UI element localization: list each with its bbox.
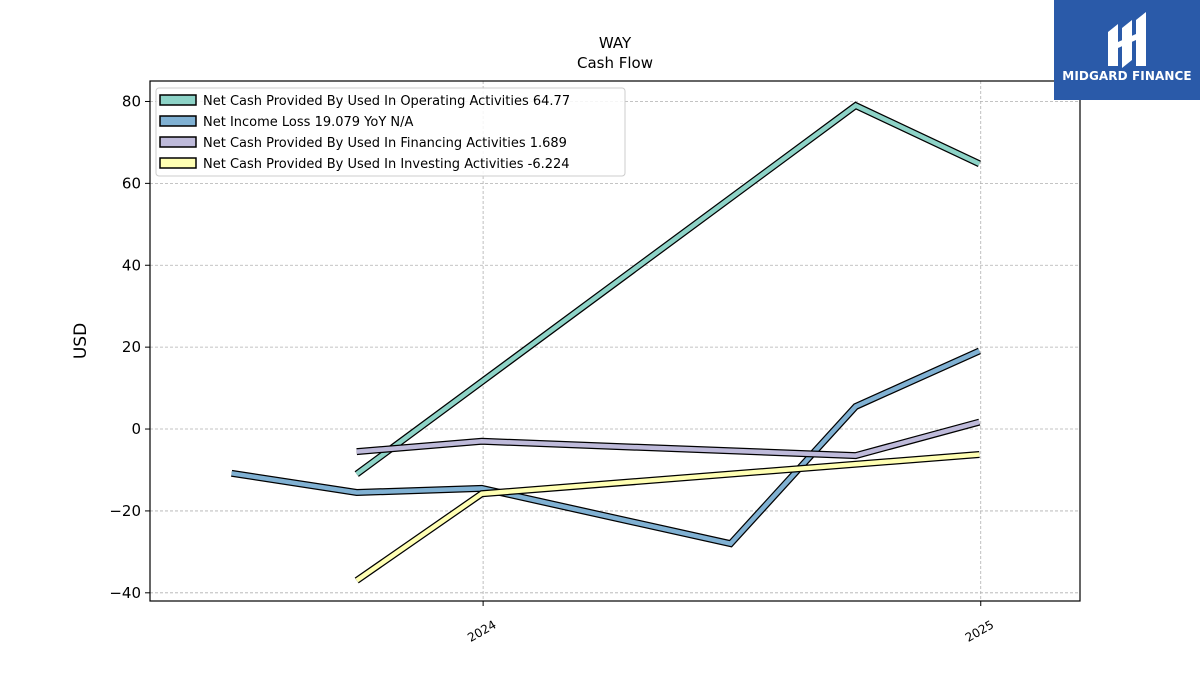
legend-label-1: Net Income Loss 19.079 YoY N/A xyxy=(203,115,414,130)
legend-box xyxy=(155,87,626,177)
legend-label-0: Net Cash Provided By Used In Operating A… xyxy=(203,94,570,109)
legend-swatch-0 xyxy=(159,94,197,106)
midgard-finance-logo: MIDGARD FINANCE xyxy=(1054,0,1200,100)
x-tick-label: 2025 xyxy=(963,617,996,644)
series-lines xyxy=(231,101,981,584)
legend-swatch-3 xyxy=(159,157,197,169)
legend: Net Cash Provided By Used In Operating A… xyxy=(155,87,626,177)
legend-swatch-2 xyxy=(159,136,197,148)
y-tick-label: 80 xyxy=(122,92,141,110)
y-axis-label: USD xyxy=(71,323,91,359)
y-tick-label: −20 xyxy=(109,502,141,520)
y-tick-label: 0 xyxy=(131,420,141,438)
chart-subtitle: Cash Flow xyxy=(577,54,653,72)
series-line-2 xyxy=(356,419,980,458)
y-tick-label: −40 xyxy=(109,584,141,602)
legend-label-3: Net Cash Provided By Used In Investing A… xyxy=(203,157,570,172)
series-line-1 xyxy=(231,348,981,547)
x-tick-label: 2024 xyxy=(465,617,498,644)
legend-swatch-1 xyxy=(159,115,197,127)
y-tick-label: 20 xyxy=(122,338,141,356)
y-tick-label: 60 xyxy=(122,174,141,192)
logo-text: MIDGARD FINANCE xyxy=(1062,69,1192,83)
midgard-logo-icon xyxy=(1108,12,1146,68)
series-line-3 xyxy=(355,452,980,583)
series-line-0 xyxy=(355,102,981,476)
y-tick-label: 40 xyxy=(122,256,141,274)
chart-title: WAY xyxy=(599,34,632,52)
plot-area-frame xyxy=(149,80,1081,602)
grid xyxy=(150,81,1080,601)
legend-label-2: Net Cash Provided By Used In Financing A… xyxy=(203,136,567,151)
